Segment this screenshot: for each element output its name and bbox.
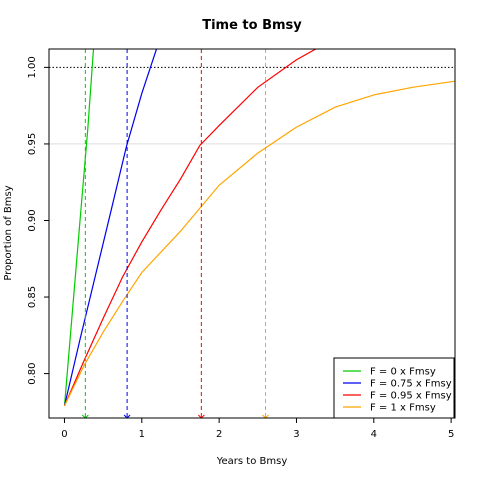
x-axis-label: Years to Bmsy (216, 456, 288, 467)
legend-label-2: F = 0.95 x Fmsy (370, 391, 452, 402)
series-line-1 (63, 49, 158, 406)
plot-area: 0 1 2 3 4 50.800.850.900.951.00F = 0 x FmsyF … (27, 48, 456, 440)
series-line-2 (63, 49, 317, 407)
plot-frame (48, 48, 456, 419)
series-layer (63, 49, 455, 407)
x-tick-label-5: 5 (448, 429, 454, 440)
legend-label-1: F = 0.75 x Fmsy (370, 379, 452, 390)
x-tick-label-4: 4 (371, 429, 377, 440)
y-tick-label-1: 0.85 (27, 286, 38, 308)
y-tick-label-3: 0.95 (27, 133, 38, 155)
legend-box (333, 357, 455, 419)
y-tick-label-2: 0.90 (27, 209, 38, 231)
x-tick-label-1: 1 (139, 429, 145, 440)
series-line-3 (63, 80, 455, 407)
legend-label-3: F = 1 x Fmsy (370, 403, 436, 414)
y-axis-label: Proportion of Bmsy (3, 185, 14, 280)
y-tick-label-4: 1.00 (27, 56, 38, 78)
legend-label-0: F = 0 x Fmsy (370, 367, 436, 378)
x-tick-label-0: 0 (61, 429, 67, 440)
x-tick-label-2: 2 (216, 429, 222, 440)
y-tick-label-0: 0.80 (27, 362, 38, 384)
chart-title: Time to Bmsy (202, 18, 302, 33)
series-line-0 (63, 49, 95, 406)
x-tick-label-3: 3 (293, 429, 299, 440)
